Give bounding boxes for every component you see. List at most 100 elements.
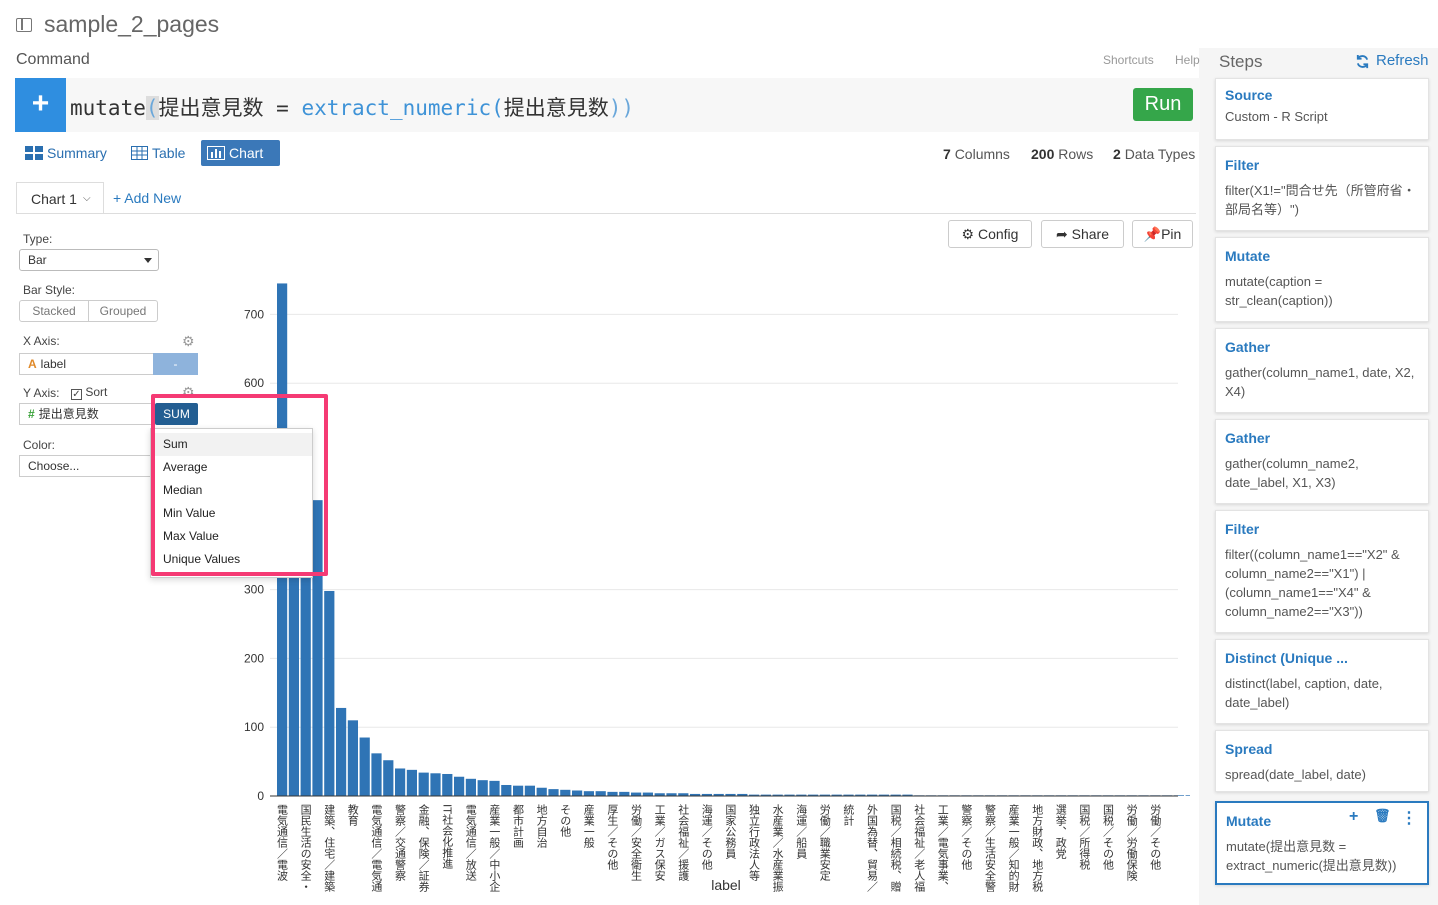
x-axis-gear-icon[interactable]: ⚙	[182, 333, 195, 349]
step-title: Gather	[1225, 430, 1271, 446]
x-tick-label: 電気通信／放送	[464, 804, 477, 881]
summary-icon	[25, 146, 43, 160]
bar	[749, 794, 760, 796]
step-card[interactable]: Distinct (Unique ... distinct(label, capt…	[1215, 639, 1429, 724]
tab-table[interactable]: Table	[125, 140, 191, 166]
color-select[interactable]: Choose...	[19, 455, 159, 477]
bar	[760, 794, 771, 796]
bar	[430, 773, 441, 796]
x-tick-label: 産業一般／中小企	[488, 804, 501, 892]
y-axis-field[interactable]: # 提出意見数	[19, 403, 154, 425]
refresh-label: Refresh	[1376, 52, 1429, 69]
tab-chart[interactable]: Chart	[201, 140, 280, 166]
x-tick-label: 統計	[842, 803, 855, 827]
step-title: Mutate	[1225, 248, 1271, 264]
more-icon[interactable]: ⋮	[1401, 810, 1417, 827]
step-card[interactable]: Spread spread(date_label, date)	[1215, 730, 1429, 792]
x-tick-label: 警察／交通警察	[394, 803, 407, 881]
columns-stat: 7 Columns	[943, 146, 1010, 162]
command-code[interactable]: mutate(提出意見数 = extract_numeric(提出意見数))	[70, 92, 634, 122]
add-icon[interactable]: +	[1349, 808, 1359, 825]
step-card[interactable]: Gather gather(column_name1, date, X2, X4)	[1215, 328, 1429, 413]
x-tick-label: 電気通信／電波	[276, 804, 289, 882]
chart-1-tab[interactable]: Chart 1 ⌵	[16, 182, 104, 214]
agg-option[interactable]: Median	[163, 483, 203, 497]
bar	[902, 794, 913, 796]
bar	[713, 793, 724, 796]
step-card[interactable]: Filter filter((column_name1=="X2" & colum…	[1215, 510, 1429, 633]
color-label: Color:	[23, 438, 56, 452]
chart-type-select[interactable]: Bar	[19, 249, 159, 271]
y-axis-gear-icon[interactable]: ⚙	[182, 384, 195, 400]
number-type-icon: #	[28, 407, 35, 421]
bar	[808, 794, 819, 796]
rows-stat: 200 Rows	[1031, 146, 1094, 162]
bar	[383, 760, 394, 796]
project-icon	[16, 18, 32, 32]
x-axis-option-button[interactable]: -	[153, 353, 198, 375]
x-tick-label: 社会福祉／老人福	[913, 803, 926, 893]
step-card[interactable]: Gather gather(column_name2, date_label, X…	[1215, 419, 1429, 504]
chart-icon	[207, 146, 225, 160]
bar	[678, 793, 689, 796]
agg-option[interactable]: Average	[163, 460, 208, 474]
step-title: Mutate	[1226, 813, 1272, 829]
agg-option[interactable]: Unique Values	[163, 552, 241, 566]
bar	[642, 792, 653, 796]
agg-option[interactable]: Max Value	[163, 529, 219, 543]
code-open2: (	[491, 96, 504, 120]
project-title: sample_2_pages	[44, 11, 220, 37]
step-card[interactable]: Filter filter(X1!="問合せ先（所管府省・部局名等）")	[1215, 146, 1429, 231]
sort-checkbox[interactable]: ✓ Sort	[71, 385, 108, 400]
bar	[1173, 795, 1184, 796]
shortcuts-link[interactable]: Shortcuts	[1103, 53, 1154, 67]
bar-chart: 0 100 200 300 600 700 電気通信／電波 国民生活の安全・ 建築、住宅／建築教…	[244, 283, 1190, 893]
step-card[interactable]: Mutate mutate(提出意見数 = extract_numeric(提出意…	[1215, 801, 1429, 885]
x-tick-label: 産業一般／知的財	[1007, 804, 1020, 892]
bar	[560, 789, 571, 796]
run-button[interactable]: Run	[1133, 88, 1193, 121]
bar	[324, 590, 335, 796]
x-tick-label: 建築、住宅／建築	[323, 803, 336, 892]
y-tick-label: 700	[244, 307, 264, 321]
bar	[619, 791, 630, 796]
step-card[interactable]: Source Custom - R Script	[1215, 78, 1429, 140]
stacked-button[interactable]: Stacked	[19, 300, 89, 322]
x-tick-label: 教育	[346, 804, 359, 827]
bar-style-label: Bar Style:	[23, 283, 76, 297]
step-card[interactable]: Mutate mutate(caption = str_clean(caption…	[1215, 237, 1429, 322]
bar	[572, 790, 583, 796]
bar	[607, 791, 618, 796]
bar	[418, 772, 429, 796]
tab-summary[interactable]: Summary	[19, 140, 113, 166]
add-new-chart-link[interactable]: + Add New	[113, 190, 182, 206]
bar	[666, 793, 677, 796]
aggregation-button[interactable]: SUM	[155, 403, 198, 425]
agg-option[interactable]: Min Value	[163, 506, 216, 520]
help-link[interactable]: Help	[1175, 53, 1200, 67]
bar	[843, 794, 854, 796]
top-bar	[0, 0, 1438, 48]
bar	[312, 500, 323, 796]
agg-option[interactable]: Sum	[152, 433, 312, 456]
bar	[395, 768, 406, 796]
x-tick-label: IT社会化推進	[441, 804, 454, 869]
trash-icon[interactable]: 🗑	[1374, 808, 1391, 823]
code-fn: mutate	[70, 96, 146, 120]
command-editor[interactable]	[15, 78, 1200, 132]
x-tick-label: 工業／ガス保安	[653, 804, 666, 882]
config-button[interactable]: ⚙ Config	[948, 220, 1032, 248]
share-button[interactable]: ➦ Share	[1041, 220, 1124, 248]
bar	[819, 794, 830, 796]
x-tick-label: 金融、保険／証券	[417, 803, 430, 892]
bar	[536, 787, 547, 796]
bar	[890, 794, 901, 796]
chevron-down-icon: ⌵	[83, 193, 91, 204]
add-step-button[interactable]: +	[15, 78, 66, 132]
bar	[513, 785, 524, 796]
caret-down-icon	[144, 258, 152, 263]
pin-button[interactable]: 📌Pin	[1132, 220, 1193, 248]
code-eq: =	[263, 96, 302, 120]
grouped-button[interactable]: Grouped	[88, 300, 158, 322]
